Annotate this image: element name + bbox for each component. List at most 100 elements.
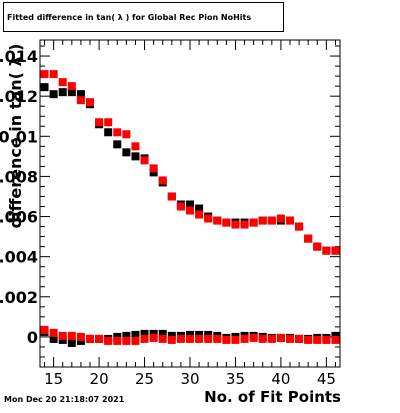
data-point-series-3 bbox=[186, 330, 194, 339]
data-point-series-2 bbox=[122, 130, 131, 139]
data-point-series-2 bbox=[104, 118, 113, 127]
data-point-series-4 bbox=[204, 334, 213, 343]
data-point-series-4 bbox=[322, 335, 331, 344]
data-point-series-1 bbox=[113, 140, 122, 149]
data-point-series-2 bbox=[276, 214, 285, 223]
data-point-series-1 bbox=[58, 88, 67, 97]
data-point-series-2 bbox=[304, 234, 313, 243]
data-point-series-3 bbox=[167, 331, 176, 340]
data-point-series-4 bbox=[122, 336, 131, 345]
data-point-series-2 bbox=[76, 96, 85, 105]
data-point-series-4 bbox=[240, 334, 249, 343]
data-point-series-4 bbox=[40, 325, 49, 334]
data-point-series-3 bbox=[49, 334, 58, 343]
data-point-series-2 bbox=[176, 202, 185, 211]
data-point-series-2 bbox=[195, 210, 204, 219]
data-point-series-3 bbox=[204, 330, 213, 339]
data-point-series-4 bbox=[104, 336, 113, 345]
data-point-series-4 bbox=[304, 335, 313, 344]
data-point-series-2 bbox=[222, 218, 231, 227]
data-point-series-4 bbox=[249, 333, 258, 342]
data-point-series-2 bbox=[249, 218, 258, 227]
data-point-series-3 bbox=[122, 331, 131, 340]
y-tick-label: 0.012 bbox=[0, 87, 38, 106]
data-point-series-3 bbox=[140, 329, 149, 338]
data-point-series-4 bbox=[231, 335, 240, 344]
data-point-series-4 bbox=[295, 334, 304, 343]
chart-title-box: Fitted difference in tan( λ ) for Global… bbox=[3, 2, 284, 32]
data-point-series-4 bbox=[149, 333, 158, 342]
data-point-series-4 bbox=[276, 333, 285, 342]
y-tick-label: 0 bbox=[27, 328, 38, 347]
data-point-series-1 bbox=[186, 200, 194, 209]
data-point-series-2 bbox=[58, 78, 67, 87]
data-point-series-1 bbox=[195, 204, 204, 213]
data-point-series-2 bbox=[67, 82, 76, 91]
x-tick-label: 45 bbox=[317, 370, 336, 388]
x-axis-title: No. of Fit Points bbox=[204, 388, 341, 406]
data-point-series-1 bbox=[104, 128, 113, 137]
data-point-series-2 bbox=[86, 98, 94, 107]
data-point-series-2 bbox=[149, 164, 158, 173]
x-tick-label: 35 bbox=[226, 370, 245, 388]
data-point-series-1 bbox=[67, 88, 76, 97]
data-point-series-2 bbox=[295, 222, 304, 231]
data-point-series-4 bbox=[258, 334, 267, 343]
data-point-series-2 bbox=[113, 128, 122, 137]
data-point-series-2 bbox=[167, 192, 176, 201]
data-point-series-2 bbox=[95, 118, 104, 127]
data-point-series-4 bbox=[76, 332, 85, 341]
data-point-series-2 bbox=[131, 142, 140, 151]
y-tick-label: 0.014 bbox=[0, 47, 38, 66]
data-point-series-4 bbox=[49, 328, 58, 337]
data-point-series-3 bbox=[195, 330, 204, 339]
data-point-series-4 bbox=[176, 334, 185, 343]
data-point-series-4 bbox=[222, 335, 231, 344]
data-point-series-2 bbox=[313, 242, 322, 251]
data-point-series-4 bbox=[267, 334, 276, 343]
y-tick-label: 0.01 bbox=[0, 127, 38, 146]
x-tick-label: 40 bbox=[271, 370, 290, 388]
data-point-series-1 bbox=[76, 90, 85, 99]
data-point-series-4 bbox=[186, 334, 194, 343]
data-point-series-4 bbox=[67, 331, 76, 340]
data-point-series-1 bbox=[122, 148, 131, 157]
data-point-series-3 bbox=[158, 329, 167, 338]
data-point-series-2 bbox=[240, 220, 249, 229]
data-point-series-2 bbox=[140, 156, 149, 165]
data-point-series-2 bbox=[231, 220, 240, 229]
data-point-series-3 bbox=[131, 330, 140, 339]
data-point-series-3 bbox=[76, 336, 85, 345]
data-point-series-1 bbox=[40, 83, 49, 92]
data-point-series-2 bbox=[258, 216, 267, 225]
data-point-series-2 bbox=[322, 246, 331, 255]
data-point-series-2 bbox=[331, 246, 340, 255]
x-tick-label: 25 bbox=[135, 370, 154, 388]
data-point-series-2 bbox=[49, 70, 58, 79]
y-tick-label: 0.004 bbox=[0, 248, 38, 267]
y-tick-label: 0.006 bbox=[0, 208, 38, 227]
data-point-series-1 bbox=[131, 152, 140, 161]
data-point-series-4 bbox=[313, 335, 322, 344]
data-point-series-2 bbox=[213, 216, 222, 225]
data-point-series-2 bbox=[158, 176, 167, 185]
data-point-series-2 bbox=[204, 214, 213, 223]
timestamp-label: Mon Dec 20 21:18:07 2021 bbox=[4, 395, 125, 404]
y-tick-label: 0.008 bbox=[0, 167, 38, 186]
data-point-series-4 bbox=[95, 334, 104, 343]
data-point-series-3 bbox=[58, 335, 67, 344]
x-tick-label: 30 bbox=[180, 370, 199, 388]
data-point-series-4 bbox=[331, 335, 340, 344]
data-point-series-2 bbox=[186, 206, 194, 215]
data-point-series-2 bbox=[286, 216, 294, 225]
data-point-series-4 bbox=[213, 334, 222, 343]
y-axis-title: difference in tan( λ ) bbox=[6, 44, 25, 229]
data-point-series-1 bbox=[49, 90, 58, 99]
data-point-series-4 bbox=[195, 334, 204, 343]
x-tick-label: 15 bbox=[44, 370, 63, 388]
data-point-series-2 bbox=[267, 216, 276, 225]
data-point-series-4 bbox=[58, 331, 67, 340]
data-point-series-4 bbox=[86, 334, 94, 343]
